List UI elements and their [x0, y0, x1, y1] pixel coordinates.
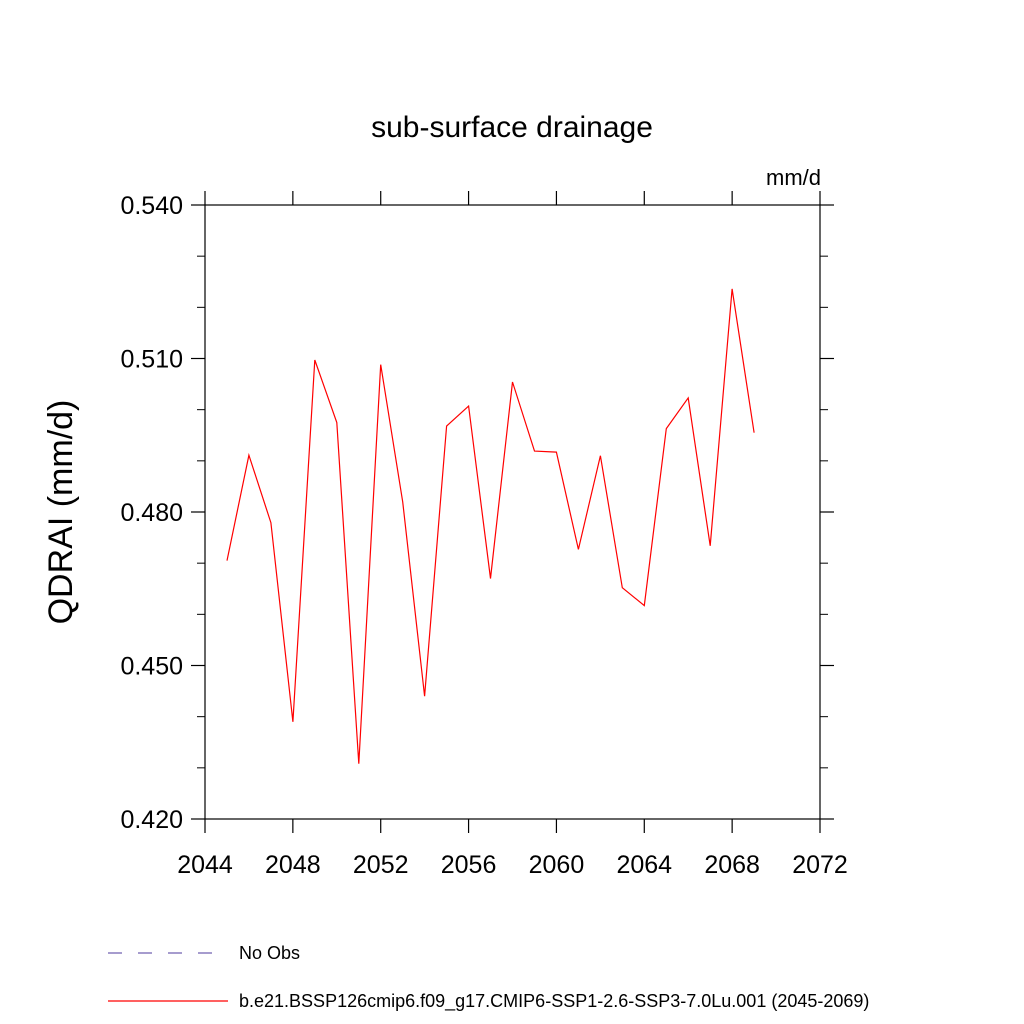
- legend: No Obs b.e21.BSSP126cmip6.f09_g17.CMIP6-…: [108, 943, 869, 1012]
- x-tick-label: 2060: [529, 851, 585, 879]
- chart-title: sub-surface drainage: [371, 111, 653, 144]
- y-tick-label: 0.510: [120, 346, 183, 374]
- legend-label-no-obs: No Obs: [239, 943, 300, 963]
- legend-label-model-run: b.e21.BSSP126cmip6.f09_g17.CMIP6-SSP1-2.…: [239, 991, 869, 1012]
- series-layer: [226, 288, 755, 764]
- y-tick-label: 0.540: [120, 192, 183, 220]
- axes: 2044 2048 2052 2056 2060 2064 2068 2072 0.420 0.4…: [120, 191, 848, 879]
- x-tick-label: 2064: [616, 851, 672, 879]
- x-tick-label: 2044: [177, 851, 233, 879]
- y-tick-label: 0.450: [120, 653, 183, 681]
- x-tick-label: 2072: [792, 851, 848, 879]
- x-tick-label: 2048: [265, 851, 321, 879]
- y-axis-label: QDRAI (mm/d): [42, 400, 80, 625]
- x-tick-label: 2052: [353, 851, 409, 879]
- series-line: [226, 288, 755, 764]
- x-tick-label: 2056: [441, 851, 497, 879]
- y-tick-label: 0.420: [120, 806, 183, 834]
- y-tick-label: 0.480: [120, 499, 183, 527]
- units-label: mm/d: [766, 165, 821, 190]
- plot-frame: [204, 204, 821, 820]
- x-tick-label: 2068: [704, 851, 760, 879]
